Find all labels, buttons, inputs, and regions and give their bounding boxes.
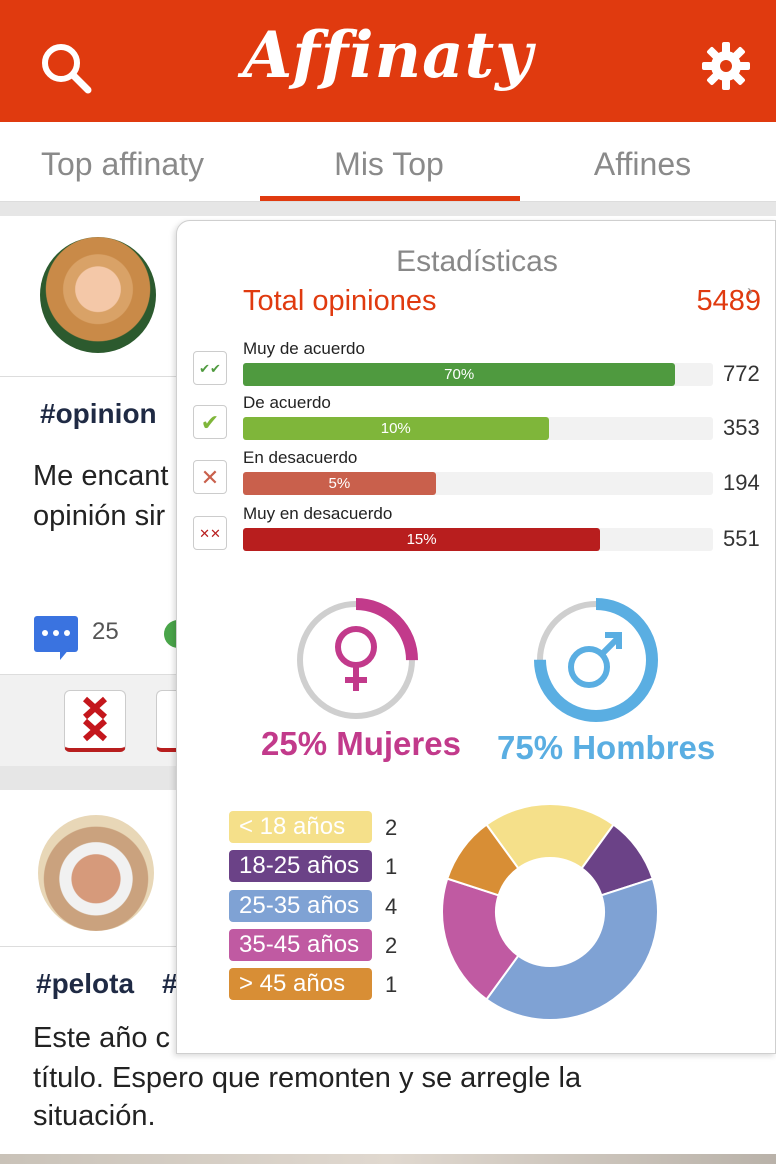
female-symbol-icon [335, 626, 377, 691]
donut-slice [485, 877, 659, 1021]
next-card-preview [0, 1154, 776, 1164]
tab-top-affinaty[interactable]: Top affinaty [40, 146, 205, 182]
opinion-text: situación. [33, 1100, 156, 1132]
avatar[interactable] [40, 237, 156, 353]
donut-slice [446, 823, 520, 897]
comment-count: 25 [92, 618, 119, 645]
opinion-count: 353 [723, 415, 760, 440]
app-header: Affinaty [0, 0, 776, 122]
opinion-text: Este año c [33, 1022, 171, 1054]
tab-bar: Top affinaty Mis Top Affines [0, 122, 776, 202]
male-percent-label: 75% Hombres [497, 729, 716, 766]
age-legend-item: < 18 años [229, 811, 372, 843]
age-legend-count: 2 [385, 933, 398, 958]
opinion-row: ✔✔ Muy de acuerdo 70% 772 [177, 339, 776, 393]
opinion-bar-fill: 70% [243, 363, 676, 386]
opinion-label: En desacuerdo [243, 448, 358, 467]
search-icon[interactable] [38, 40, 94, 96]
male-symbol-icon [568, 632, 622, 688]
opinion-bar-fill: 5% [243, 472, 436, 495]
app-logo: Affinaty [242, 18, 534, 93]
opinion-count: 194 [723, 470, 760, 495]
age-legend-item: 35-45 años [229, 929, 372, 961]
popup-title: Estadísticas [396, 245, 558, 278]
tab-affines[interactable]: Affines [593, 146, 692, 182]
male-ring [534, 598, 658, 722]
opinion-bar-fill: 15% [243, 528, 601, 551]
opinion-row: ✕✕ Muy en desacuerdo 15% 551 [177, 504, 776, 558]
age-donut-chart [441, 803, 659, 1021]
hashtag[interactable]: # [162, 968, 178, 999]
total-opinions-label: Total opiniones [243, 285, 437, 317]
age-legend-count: 1 [385, 972, 398, 997]
opinion-bar-track: 10% [243, 417, 713, 440]
strongly-disagree-button[interactable] [64, 690, 126, 752]
active-tab-indicator [260, 196, 520, 201]
tab-mis-top[interactable]: Mis Top [334, 146, 444, 182]
hashtag[interactable]: #opinion [40, 398, 157, 429]
age-legend-item: > 45 años [229, 968, 372, 1000]
opinion-label: Muy en desacuerdo [243, 504, 393, 523]
opinion-count: 551 [723, 526, 760, 551]
hashtag[interactable]: #pelota [36, 968, 135, 999]
age-legend-item: 18-25 años [229, 850, 372, 882]
age-legend-count: 2 [385, 815, 398, 840]
opinion-bar-track: 5% [243, 472, 713, 495]
comment-icon[interactable] [34, 616, 78, 660]
agree-icon [164, 620, 178, 648]
opinion-row: ✕ En desacuerdo 5% 194 [177, 448, 776, 502]
gear-icon[interactable] [700, 40, 752, 92]
total-opinions-value: 5489 [696, 285, 761, 317]
opinion-row: ✔ De acuerdo 10% 353 [177, 393, 776, 447]
female-ring [294, 598, 418, 722]
statistics-popup: Estadísticas Total opiniones 5489 › ✔✔ Mu… [176, 220, 776, 1054]
age-legend-item: 25-35 años [229, 890, 372, 922]
age-legend-count: 4 [385, 894, 398, 919]
opinion-bar-track: 70% [243, 363, 713, 386]
double-cross-icon [82, 696, 108, 742]
opinion-text: opinión sir [33, 500, 166, 532]
double-cross-icon: ✕✕ [193, 516, 227, 550]
cross-icon: ✕ [193, 460, 227, 494]
opinion-count: 772 [723, 361, 760, 386]
age-legend-count: 1 [385, 854, 398, 879]
opinion-label: De acuerdo [243, 393, 331, 412]
opinion-bar-fill: 10% [243, 417, 549, 440]
female-percent-label: 25% Mujeres [261, 725, 461, 762]
check-icon: ✔ [193, 405, 227, 439]
opinion-text: Me encant [33, 460, 169, 492]
opinion-bar-track: 15% [243, 528, 713, 551]
double-check-icon: ✔✔ [193, 351, 227, 385]
chevron-right-icon: › [747, 281, 753, 301]
opinion-label: Muy de acuerdo [243, 339, 365, 358]
opinion-text: título. Espero que remonten y se arregle… [33, 1062, 582, 1094]
avatar[interactable] [38, 815, 154, 931]
